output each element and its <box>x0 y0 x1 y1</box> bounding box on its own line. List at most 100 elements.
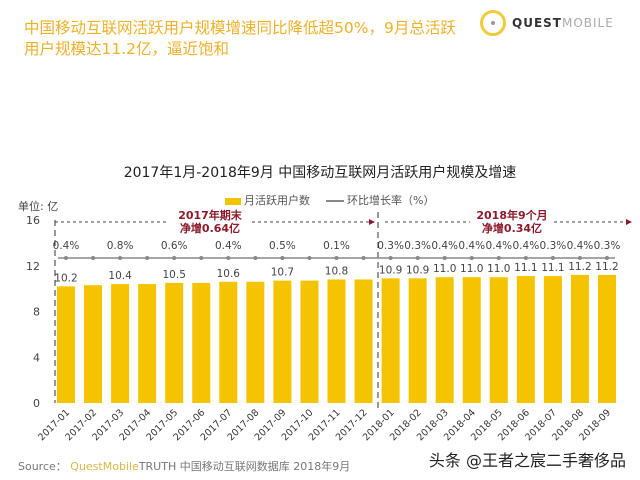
headline: 中国移动互联网活跃用户规模增速同比降低超50%，9月总活跃用户规模达11.2亿，… <box>24 19 456 58</box>
growth-point <box>199 256 204 260</box>
bar-value-label: 11.0 <box>433 263 456 275</box>
annotation-line2: 净增0.34亿 <box>482 221 542 235</box>
growth-label: 0.5% <box>269 240 296 252</box>
bar-value-label: 11.1 <box>514 262 537 274</box>
bar-value-label: 10.2 <box>54 272 77 284</box>
logo-ring-icon <box>480 10 506 36</box>
legend-item-line: 环比增长率（%） <box>326 192 434 208</box>
bar <box>57 286 75 403</box>
source-label: Source： <box>18 460 67 473</box>
legend-swatch-line <box>326 200 344 202</box>
legend: 月活跃用户数 环比增长率（%） <box>225 192 434 208</box>
bar-value-label: 11.2 <box>568 261 591 273</box>
bar <box>273 280 292 403</box>
bar <box>354 279 373 403</box>
source-text: TRUTH 中国移动互联网数据库 2018年9月 <box>138 460 351 473</box>
y-tick-label: 0 <box>33 397 40 410</box>
growth-label: 0.4% <box>458 240 485 252</box>
logo-text-bold: QUEST <box>512 16 562 30</box>
bar-value-label: 10.7 <box>271 267 294 279</box>
source-note: Source： QuestMobileTRUTH 中国移动互联网数据库 2018… <box>18 458 350 474</box>
bar-value-label: 10.8 <box>325 265 348 277</box>
bar <box>219 281 238 403</box>
growth-point <box>415 256 420 260</box>
growth-point <box>307 256 312 260</box>
annotation-line1: 2017年期末 <box>178 208 243 222</box>
growth-point <box>334 256 339 260</box>
growth-point <box>550 256 555 260</box>
bar <box>327 279 346 403</box>
bar <box>246 281 265 403</box>
growth-point <box>226 256 231 260</box>
annotation-line2: 净增0.64亿 <box>180 221 240 235</box>
growth-label: 0.4% <box>215 240 242 252</box>
growth-label: 0.8% <box>107 240 134 252</box>
growth-point <box>280 256 285 260</box>
bar <box>570 274 589 403</box>
unit-label: 单位: 亿 <box>18 200 59 213</box>
logo-text-light: MOBILE <box>561 16 614 30</box>
growth-point <box>253 256 258 260</box>
y-tick-label: 12 <box>26 260 40 273</box>
legend-item-bar: 月活跃用户数 <box>225 192 310 208</box>
bar <box>165 282 184 403</box>
bar <box>381 278 400 403</box>
bar <box>84 285 103 403</box>
growth-label: 0.4% <box>53 240 80 252</box>
bar-value-label: 11.0 <box>460 263 483 275</box>
arrowhead-icon <box>369 219 375 225</box>
growth-point <box>388 256 393 260</box>
growth-point <box>442 256 447 260</box>
bar <box>300 280 319 403</box>
growth-label: 0.4% <box>513 240 540 252</box>
bar-value-label: 10.5 <box>163 269 186 281</box>
growth-label: 0.3% <box>377 240 404 252</box>
legend-label: 月活跃用户数 <box>244 194 310 207</box>
growth-point <box>577 256 582 260</box>
growth-point <box>496 256 501 260</box>
questmobile-logo: QUESTMOBILE <box>480 10 614 36</box>
growth-label: 0.4% <box>485 240 512 252</box>
growth-point <box>91 256 96 260</box>
growth-point <box>605 256 609 260</box>
y-tick-label: 8 <box>33 306 40 319</box>
growth-point <box>523 256 528 260</box>
bar <box>408 278 427 403</box>
bar-value-label: 11.2 <box>595 261 618 273</box>
growth-label: 0.3% <box>594 240 621 252</box>
bar-value-label: 10.4 <box>108 270 132 282</box>
bar <box>516 276 535 403</box>
bar <box>111 284 130 403</box>
growth-point <box>118 256 123 260</box>
bar-value-label: 10.6 <box>217 268 241 280</box>
bar <box>138 284 157 403</box>
legend-swatch-bar <box>225 197 241 205</box>
chart-title: 2017年1月-2018年9月 中国移动互联网月活跃用户规模及增速 <box>123 165 517 181</box>
growth-point <box>145 256 150 260</box>
growth-label: 0.1% <box>323 240 350 252</box>
bar-value-label: 11.1 <box>541 262 564 274</box>
growth-point <box>172 256 177 260</box>
growth-point <box>64 256 68 260</box>
bar <box>598 274 616 403</box>
legend-label: 环比增长率（%） <box>347 194 435 207</box>
growth-label: 0.3% <box>404 240 431 252</box>
growth-label: 0.4% <box>431 240 458 252</box>
arrowhead-icon <box>626 219 632 225</box>
bar <box>489 277 508 403</box>
growth-label: 0.6% <box>161 240 188 252</box>
bar-value-label: 10.9 <box>406 264 429 276</box>
y-tick-label: 4 <box>33 351 40 364</box>
growth-label: 0.4% <box>567 240 594 252</box>
bar <box>435 277 454 403</box>
growth-point <box>361 256 366 260</box>
growth-point <box>469 256 474 260</box>
source-brand: QuestMobile <box>70 460 139 473</box>
bar-value-label: 11.0 <box>487 263 510 275</box>
bar <box>192 282 211 403</box>
bar-value-label: 10.9 <box>379 264 402 276</box>
y-tick-label: 16 <box>26 214 40 227</box>
watermark: 头条 @王者之宸二手奢侈品 <box>428 451 626 470</box>
